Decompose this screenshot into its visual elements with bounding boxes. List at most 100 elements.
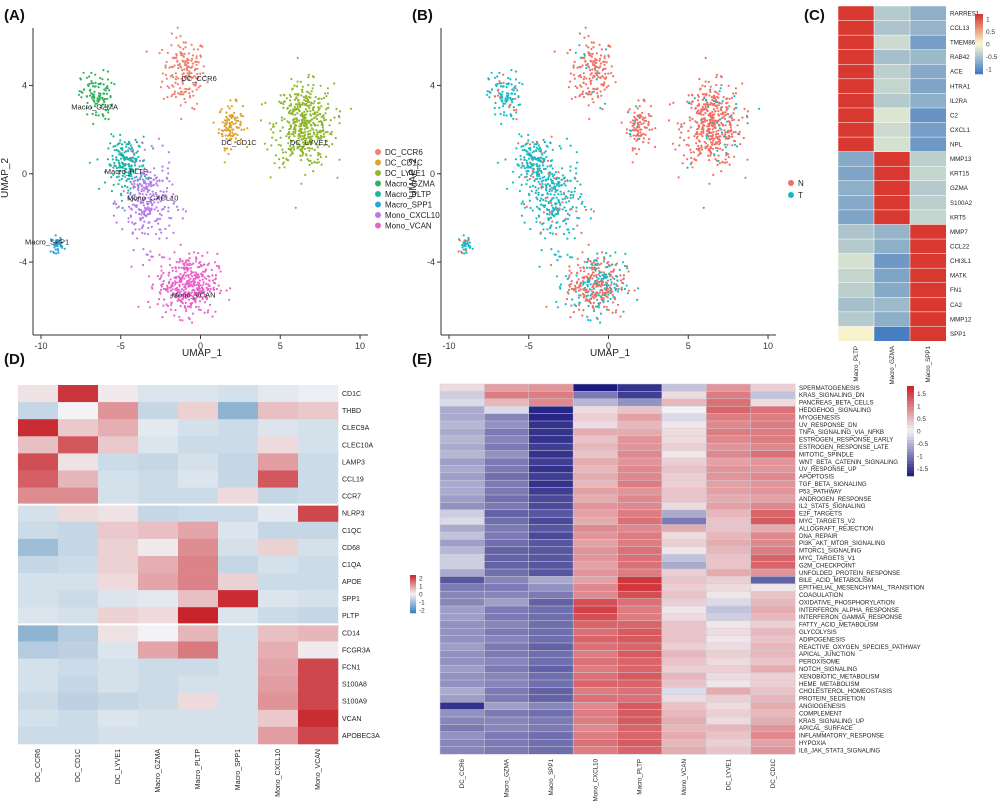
panel-b-point <box>579 93 582 96</box>
panel-a-point <box>170 217 173 220</box>
panel-e-cell <box>572 420 619 429</box>
panel-a-point <box>220 108 223 111</box>
panel-b-point <box>721 100 724 103</box>
panel-a-point <box>106 97 109 100</box>
panel-b-point <box>587 243 590 246</box>
panel-e-cell <box>661 405 707 415</box>
panel-a-point <box>294 206 297 209</box>
panel-b-point <box>704 105 707 108</box>
panel-b-point <box>715 73 719 76</box>
panel-e-cell <box>706 524 752 533</box>
panel-a-point <box>297 92 300 95</box>
panel-b-point <box>557 250 560 253</box>
panel-a-point <box>302 131 305 134</box>
panel-b-point <box>709 101 712 104</box>
panel-a-point <box>229 99 232 102</box>
panel-b-point <box>589 319 592 322</box>
panel-d-cells <box>18 385 339 745</box>
panel-d-cell <box>218 521 259 540</box>
panel-a-point <box>175 294 178 297</box>
panel-e-cell <box>484 465 530 474</box>
panel-b-point <box>566 237 569 240</box>
panel-b-point <box>586 279 589 282</box>
panel-b-point <box>551 175 555 178</box>
panel-b-point <box>589 80 592 83</box>
panel-a-point <box>162 97 165 100</box>
panel-e-cell <box>528 598 574 607</box>
panel-c-row-label: CCL22 <box>950 243 970 250</box>
panel-a-point <box>121 148 124 151</box>
panel-a-point <box>292 128 295 131</box>
panel-d-cell <box>18 624 59 642</box>
panel-b-point <box>546 228 549 231</box>
panel-b-point <box>705 137 708 140</box>
panel-b-point <box>697 95 700 98</box>
panel-e-row-label: TNFA_SIGNALING_VIA_NFKB <box>799 429 884 436</box>
panel-b-point <box>567 200 571 203</box>
panel-b-point <box>487 77 490 80</box>
panel-b-point <box>683 139 686 142</box>
panel-a-point <box>282 156 285 160</box>
panel-b-point <box>559 190 562 193</box>
panel-a-point <box>188 72 191 75</box>
panel-b-point <box>547 176 550 179</box>
panel-c-cell <box>837 165 875 182</box>
panel-e-row-label: ESTROGEN_RESPONSE_EARLY <box>799 437 893 444</box>
panel-a-point <box>230 116 233 120</box>
panel-a-point <box>121 143 124 146</box>
panel-e-cell <box>661 590 707 600</box>
panel-b-point <box>720 84 723 87</box>
panel-b-point <box>508 104 511 107</box>
panel-b-point <box>587 272 590 276</box>
panel-b-point <box>556 207 559 210</box>
panel-a-point <box>157 222 160 225</box>
panel-b-point <box>715 130 718 133</box>
panel-a-point <box>113 149 116 152</box>
panel-e-row-label: ALLOGRAFT_REJECTION <box>799 525 873 532</box>
panel-e-cell <box>484 405 530 415</box>
panel-b-point <box>505 114 508 117</box>
panel-a-point <box>169 289 172 292</box>
panel-e-cell <box>661 413 707 422</box>
panel-b-point <box>606 265 609 269</box>
panel-b-point <box>533 156 536 159</box>
panel-b-point <box>712 139 715 142</box>
panel-b-point <box>604 288 608 292</box>
panel-b-point <box>581 64 584 67</box>
panel-a-point <box>124 163 127 166</box>
panel-a-point <box>168 271 171 274</box>
panel-b-point <box>558 184 562 187</box>
panel-d-cell <box>18 555 59 574</box>
panel-d-cell <box>58 692 99 711</box>
panel-d-cell <box>178 607 219 625</box>
panel-b-point <box>642 122 645 125</box>
panel-b-point <box>639 114 643 117</box>
panel-e-cell <box>750 664 796 674</box>
panel-a-point <box>102 92 105 95</box>
panel-a-point <box>166 85 169 88</box>
panel-b-point <box>692 151 695 154</box>
panel-a-point <box>144 209 147 212</box>
panel-e-cell <box>528 635 574 644</box>
panel-a-point <box>189 294 192 297</box>
panel-b-point <box>676 122 679 125</box>
panel-e-cell <box>439 746 485 755</box>
panel-a-point <box>127 189 130 192</box>
panel-b-point <box>502 73 505 76</box>
panel-e-cell <box>750 627 796 637</box>
panel-a-point <box>184 74 187 77</box>
panel-b-point <box>585 44 588 47</box>
panel-a-xtick-label: 0 <box>198 341 203 351</box>
panel-a-point <box>177 92 180 95</box>
panel-c-colorbar-step <box>975 54 983 57</box>
panel-b-point <box>523 176 527 179</box>
panel-c-row-label: KRT15 <box>950 171 970 178</box>
panel-b-point <box>555 196 558 199</box>
panel-b-point <box>629 121 632 124</box>
panel-b-point <box>698 140 702 143</box>
panel-b-point <box>677 128 681 131</box>
panel-b-point <box>624 252 627 255</box>
panel-b-point <box>608 290 611 293</box>
panel-b-point <box>540 249 543 252</box>
panel-b-point <box>686 166 689 169</box>
